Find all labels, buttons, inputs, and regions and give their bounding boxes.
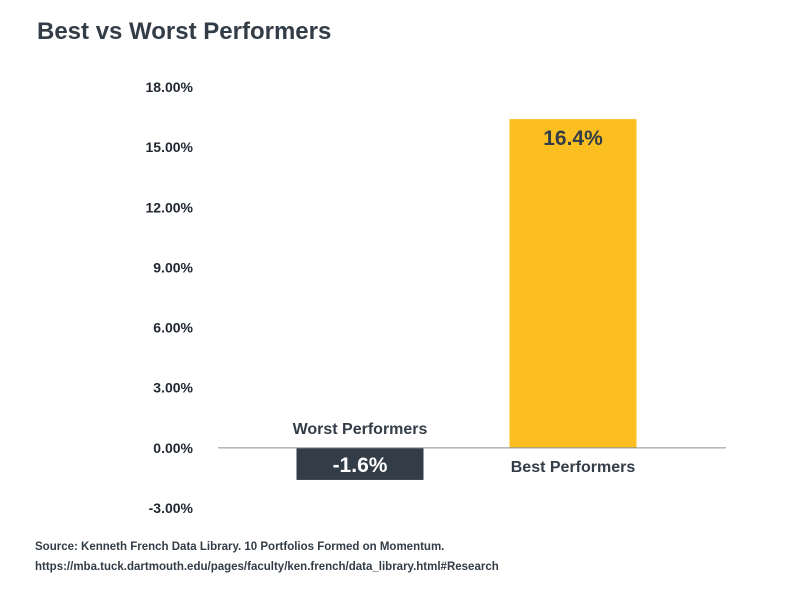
y-tick-label: 3.00% [153,380,193,396]
y-tick-label: 12.00% [146,199,194,215]
bars [296,119,637,480]
y-tick-label: 9.00% [153,259,193,275]
y-tick-label: 6.00% [153,320,193,336]
y-tick-label: 0.00% [153,440,193,456]
data-label: -1.6% [333,454,388,477]
bar-best-performers [509,119,637,448]
y-tick-label: 18.00% [146,79,194,95]
source-url: https://mba.tuck.dartmouth.edu/pages/fac… [35,561,499,573]
y-tick-label: 15.00% [146,139,194,155]
chart-title: Best vs Worst Performers [37,18,332,45]
bar-worst-performers [296,447,424,480]
bar-chart: 18.00% 15.00% 12.00% 9.00% 6.00% 3.00% 0.00% -3… [146,79,726,516]
bar-labels: Worst Performers -1.6% Best Performers 16.4… [293,127,636,477]
category-label: Best Performers [511,459,636,476]
source-note: Source: Kenneth French Data Library. 10 … [35,541,445,553]
y-tick-label: -3.00% [149,500,194,516]
category-label: Worst Performers [293,421,428,438]
data-label: 16.4% [543,127,603,150]
y-axis-ticks: 18.00% 15.00% 12.00% 9.00% 6.00% 3.00% 0.00% -3… [146,79,194,516]
